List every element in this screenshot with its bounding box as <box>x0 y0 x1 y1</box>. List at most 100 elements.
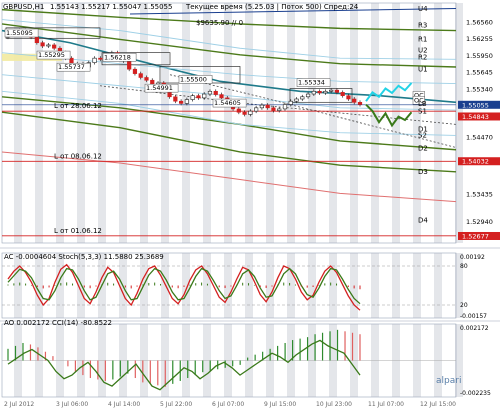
candle <box>179 100 184 104</box>
y-tick-label: 1.55645 <box>466 69 493 77</box>
candle <box>184 99 189 104</box>
candle <box>219 94 224 99</box>
price-box <box>458 100 500 109</box>
candle <box>352 98 357 103</box>
candle <box>173 96 178 102</box>
candle <box>340 92 345 96</box>
session-stripe <box>287 253 295 318</box>
osc-tick-label: 20 <box>460 302 468 309</box>
price-box-label: 1.55055 <box>462 101 489 109</box>
candle <box>34 36 39 44</box>
session-stripe <box>371 3 379 243</box>
candle <box>254 107 259 112</box>
candle <box>248 110 253 115</box>
session-stripe <box>413 3 421 243</box>
price-annotation-box <box>4 28 39 38</box>
candle <box>334 89 340 93</box>
osc-tick-label: 0.00192 <box>460 254 485 261</box>
price-annotation-box <box>178 75 213 84</box>
channel-line <box>1 23 457 68</box>
price-annotation: 1.55737 <box>58 63 85 71</box>
level-label: D4 <box>418 216 428 224</box>
candle <box>357 102 363 105</box>
candle <box>52 44 57 49</box>
price-annotation: OC <box>414 91 424 99</box>
trendline <box>129 8 457 15</box>
price-box <box>458 112 500 121</box>
session-stripe <box>14 253 22 318</box>
session-stripe <box>350 3 358 243</box>
candle <box>98 57 103 60</box>
osc-tick-label: 80 <box>460 263 468 270</box>
session-stripe <box>182 3 190 243</box>
price-annotation: 1.54605 <box>214 99 241 107</box>
candle <box>138 73 143 78</box>
cci-line <box>7 339 361 391</box>
session-stripe <box>182 253 190 318</box>
level-label: LB <box>418 100 427 108</box>
session-stripe <box>245 3 253 243</box>
session-stripe <box>371 253 379 318</box>
y-tick-label: 1.53435 <box>466 191 493 199</box>
osc-tick-label: -0.00157 <box>460 313 487 320</box>
price-annotation-box <box>412 96 425 105</box>
header-right2: $9635.90 // 0 <box>196 19 243 27</box>
candle <box>294 98 299 102</box>
candle <box>300 96 305 100</box>
level-label: R1 <box>418 35 427 43</box>
price-annotation: 1.55334 <box>298 79 325 87</box>
highlight-band <box>2 53 62 61</box>
low-label: L от 08.06.12 <box>54 152 102 160</box>
price-annotation: 1.55095 <box>6 29 33 37</box>
session-stripe <box>455 3 463 243</box>
y-tick-label: 1.55340 <box>466 86 493 94</box>
candle <box>190 95 195 100</box>
range-box <box>289 88 353 103</box>
x-tick-label: 12 Jul 15:00 <box>420 401 456 408</box>
session-stripe <box>455 324 463 397</box>
y-tick-label: 1.56560 <box>466 18 493 26</box>
x-tick-label: 10 Jul 23:00 <box>316 401 352 408</box>
candle <box>323 90 328 94</box>
session-stripe <box>266 3 274 243</box>
candle <box>202 93 207 99</box>
candle <box>305 93 311 98</box>
candle <box>288 100 293 105</box>
candle <box>236 108 241 113</box>
x-tick-label: 9 Jul 15:00 <box>264 401 296 408</box>
session-stripe <box>308 253 316 318</box>
level-label: S2 <box>418 131 427 139</box>
candle <box>207 90 213 95</box>
session-stripe <box>56 253 64 318</box>
envelope-line <box>1 151 457 203</box>
price-annotation-box <box>36 50 71 60</box>
x-tick-label: 2 Jul 2012 <box>4 401 34 408</box>
candle <box>127 60 132 70</box>
price-box-label: 1.54032 <box>462 158 489 166</box>
session-stripe <box>98 3 106 243</box>
header-right: Текущее время (5.25.03 | Поток 500) Спре… <box>185 3 359 11</box>
price-box-label: 1.52677 <box>462 232 489 240</box>
session-stripe <box>35 3 43 243</box>
forecast-up <box>365 82 413 102</box>
channel-line <box>1 8 457 32</box>
candle <box>271 107 276 111</box>
x-tick-label: 5 Jul 22:00 <box>160 401 192 408</box>
panel-frame-1 <box>1 252 457 319</box>
candle <box>196 95 201 99</box>
candle <box>265 104 270 109</box>
forecast-down <box>365 103 413 128</box>
price-annotation-box <box>212 98 247 108</box>
candle <box>277 108 282 111</box>
ohlc-readout: 1.55143 1.55217 1.55047 1.55055 <box>50 3 172 11</box>
price-annotation: 1.55295 <box>38 51 65 59</box>
y-tick-label: 1.52940 <box>466 218 493 226</box>
level-label: U4 <box>418 5 428 13</box>
candle <box>259 104 265 109</box>
session-stripe <box>140 3 148 243</box>
price-annotation-box <box>144 83 179 93</box>
price-box <box>458 231 500 240</box>
level-label: S1 <box>418 108 427 116</box>
